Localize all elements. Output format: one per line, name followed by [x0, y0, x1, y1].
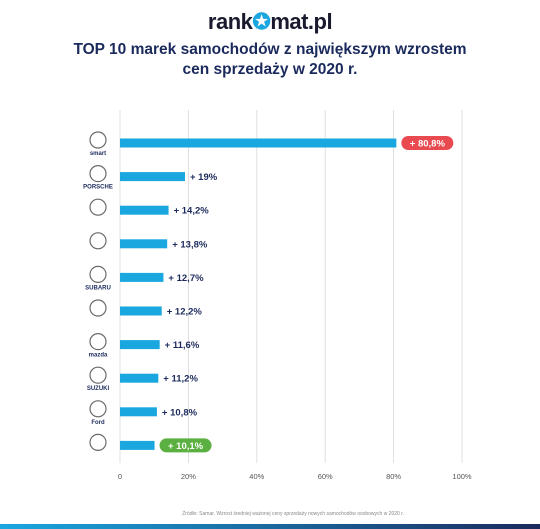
brand-logo-icon-porsche: PORSCHE	[83, 166, 113, 191]
category-label: mazda	[89, 353, 108, 359]
x-tick-label: 0	[118, 472, 122, 481]
category-label: PORSCHE	[83, 185, 113, 191]
category-label: SUZUKI	[87, 386, 110, 392]
bar	[120, 273, 163, 282]
value-label: + 80,8%	[410, 139, 446, 150]
bar	[120, 172, 185, 181]
value-label: + 10,1%	[168, 441, 204, 452]
brand-emblem-icon	[90, 434, 106, 450]
brand-emblem-icon	[90, 401, 106, 417]
x-tick-label: 40%	[249, 472, 264, 481]
brand-emblem-icon	[90, 367, 106, 383]
brand-logo-icon-ford: Ford	[90, 401, 106, 426]
footer-bar	[0, 524, 540, 529]
brand-logo-icon-lamborghini	[90, 199, 106, 215]
category-label: SUBARU	[85, 285, 111, 291]
brand-logo-icon-ds	[90, 233, 106, 249]
source-note: Źródło: Samar. Wzrost średniej ważonej c…	[182, 511, 404, 517]
brand-emblem-icon	[90, 132, 106, 148]
bar	[120, 206, 169, 215]
value-label: + 12,7%	[168, 273, 204, 284]
bar	[120, 407, 157, 416]
value-label: + 12,2%	[167, 307, 203, 318]
brand-logo-icon-suzuki: SUZUKI	[87, 367, 110, 392]
bar	[120, 239, 167, 248]
x-tick-label: 20%	[181, 472, 196, 481]
value-label: + 13,8%	[172, 239, 208, 250]
bar	[120, 340, 160, 349]
brand-logo-icon-smart: smart	[90, 132, 106, 157]
brand-logo-icon-bmw	[90, 300, 106, 316]
brand-emblem-icon	[90, 166, 106, 182]
brand-emblem-icon	[90, 266, 106, 282]
value-label: + 11,2%	[163, 374, 198, 385]
bar	[120, 139, 396, 148]
brand-emblem-icon	[90, 300, 106, 316]
brand-emblem-icon	[90, 233, 106, 249]
bar	[120, 374, 158, 383]
brand-logo-icon-opel	[90, 434, 106, 450]
brand-logo-icon-subaru: SUBARU	[85, 266, 111, 291]
value-label: + 11,6%	[165, 340, 200, 351]
x-tick-label: 80%	[386, 472, 401, 481]
bar	[120, 441, 155, 450]
x-tick-label: 100%	[452, 472, 472, 481]
x-tick-label: 60%	[318, 472, 333, 481]
value-label: + 14,2%	[174, 206, 210, 217]
bar	[120, 307, 162, 316]
brand-emblem-icon	[90, 199, 106, 215]
category-label: Ford	[91, 420, 105, 426]
value-label: + 19%	[190, 172, 218, 183]
value-label: + 10,8%	[162, 407, 198, 418]
brand-emblem-icon	[90, 334, 106, 350]
category-label: smart	[90, 151, 106, 157]
brand-logo-icon-mazda: mazda	[89, 334, 108, 359]
